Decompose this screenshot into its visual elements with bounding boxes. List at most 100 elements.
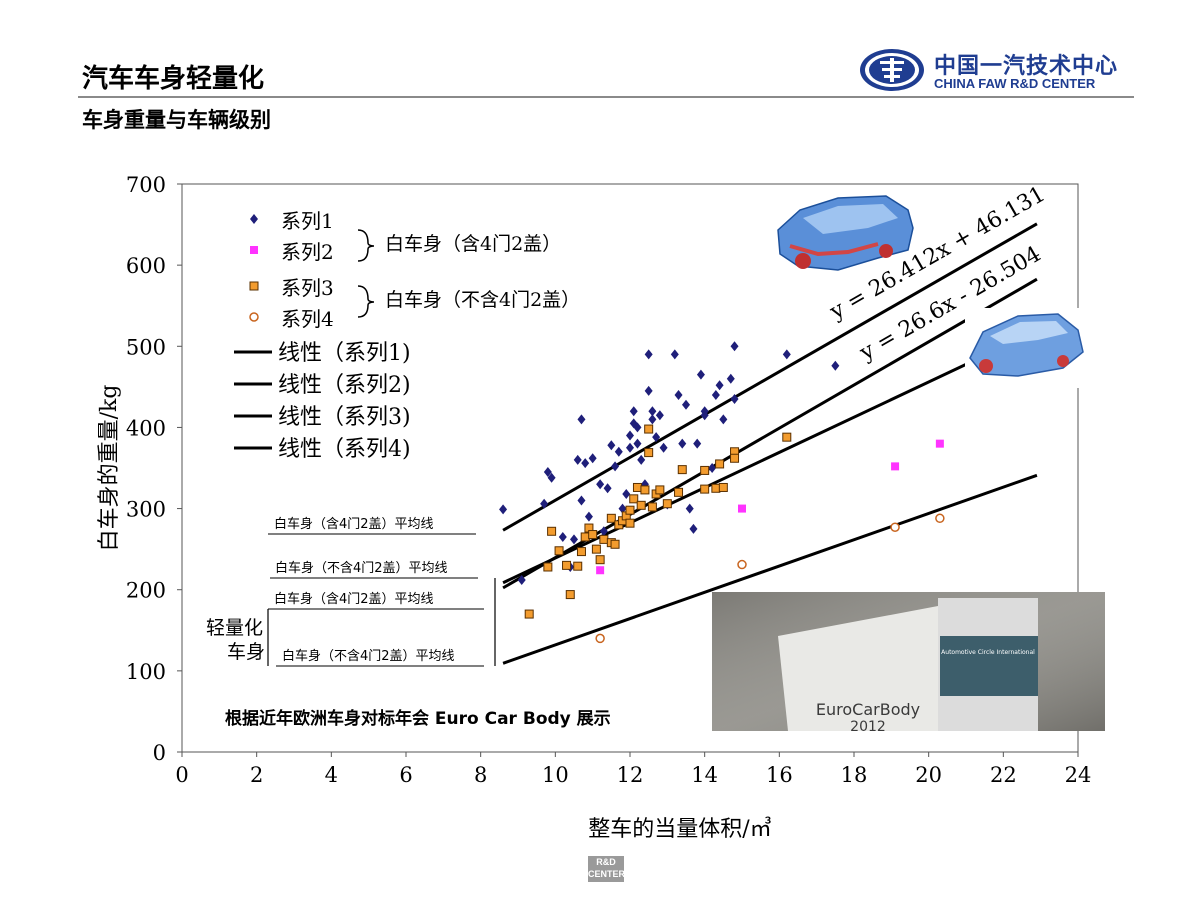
data-point-series3: [573, 561, 583, 571]
legend-line-label-series4: 线性（系列4): [278, 437, 411, 462]
data-point-series1: [693, 438, 702, 449]
average-line-annotations: 白车身（含4门2盖）平均线 白车身（不含4门2盖）平均线 白车身（含4门2盖）平…: [206, 516, 611, 729]
data-point-series3: [782, 432, 792, 442]
data-point-series3: [674, 487, 684, 497]
data-point-series3: [730, 453, 740, 463]
legend-brace-1: [357, 229, 375, 262]
y-axis-label: 白车身的重量/kg: [97, 385, 122, 552]
x-tick-label: 14: [691, 763, 718, 787]
data-point-series1: [540, 498, 549, 509]
chart-legend: 系列1 系列2 系列3 系列4 白车身（含4门2盖） 白车身（不含4门2盖） 线…: [234, 209, 580, 462]
data-point-series1: [689, 523, 698, 534]
data-point-series1: [708, 463, 717, 473]
x-tick-label: 22: [990, 763, 1017, 787]
data-point-series1: [648, 414, 657, 425]
data-point-series1: [644, 385, 653, 396]
data-point-series1: [719, 414, 728, 425]
data-point-series3: [718, 482, 728, 492]
faw-emblem-icon: [860, 49, 924, 91]
legend-entry-series4: 系列4: [249, 307, 334, 331]
header-divider: [78, 96, 1134, 98]
y-tick-label: 200: [126, 579, 166, 603]
x-tick-label: 16: [766, 763, 793, 787]
data-point-series3: [606, 513, 616, 523]
data-point-series3: [576, 547, 586, 557]
data-point-series2: [596, 566, 605, 575]
x-tick-label: 8: [474, 763, 487, 787]
data-point-series1: [626, 430, 634, 441]
x-tick-label: 4: [325, 763, 338, 787]
data-point-series1: [577, 495, 586, 506]
data-point-series1: [678, 438, 687, 449]
photo-text-year: 2012: [850, 719, 886, 735]
avg-line-label-1: 白车身（含4门2盖）平均线: [274, 516, 434, 532]
chart-panel: 0 2 4 6 8 10 12 14 16 18 20 22 24 0 100 200 300 400 500 600…: [78, 158, 1115, 858]
data-point-series1: [782, 349, 791, 360]
avg-line-label-4: 白车身（不含4门2盖）平均线: [282, 648, 455, 664]
data-point-series3: [554, 546, 564, 556]
data-point-series3: [715, 459, 725, 469]
data-point-series3: [591, 544, 601, 554]
data-point-series1: [577, 414, 586, 425]
footer-logo: R&D CENTER: [588, 856, 625, 882]
x-axis-label: 整车的当量体积/㎥: [588, 816, 771, 842]
data-point-series1: [614, 446, 623, 457]
data-point-series1: [629, 406, 638, 417]
data-point-series1: [611, 461, 620, 472]
data-point-series1: [543, 467, 552, 478]
data-point-series1: [652, 432, 661, 443]
data-point-series1: [633, 422, 642, 433]
x-tick-label: 2: [250, 763, 263, 787]
eurocarbody-photo: Automotive Circle International EuroCarB…: [712, 592, 1105, 735]
data-point-series1: [831, 360, 840, 371]
car-body-image-small: [965, 308, 1115, 388]
data-point-series1: [547, 472, 556, 483]
lightweight-label-2: 车身: [227, 641, 265, 663]
legend-line-label-series3: 线性（系列3): [278, 405, 411, 430]
data-point-series3: [595, 555, 605, 565]
data-point-series3: [580, 532, 590, 542]
x-tick-label: 10: [542, 763, 569, 787]
data-point-series1: [674, 389, 683, 400]
legend-line-label-series1: 线性（系列1): [278, 341, 411, 366]
data-point-series1: [581, 458, 590, 469]
lightweight-label-1: 轻量化: [206, 617, 263, 639]
data-point-series1: [607, 440, 616, 451]
data-point-series1: [655, 410, 664, 421]
x-tick-label: 18: [841, 763, 868, 787]
legend-line-series4: 线性（系列4): [234, 437, 411, 462]
x-tick-label: 6: [399, 763, 412, 787]
x-tick-label: 12: [617, 763, 644, 787]
logo-english: CHINA FAW R&D CENTER: [934, 76, 1096, 91]
y-tick-label: 500: [126, 335, 166, 359]
data-point-series3: [524, 609, 534, 619]
data-point-series1: [637, 454, 646, 465]
page-title: 汽车车身轻量化: [82, 64, 265, 94]
x-tick-label: 20: [915, 763, 942, 787]
trendline-series4: [502, 473, 1038, 665]
data-point-series1: [596, 479, 605, 490]
data-points: [499, 341, 945, 644]
y-tick-label: 600: [126, 254, 166, 278]
legend-line-label-series2: 线性（系列2): [278, 373, 411, 398]
data-point-series3: [632, 482, 642, 492]
x-tick-label: 0: [175, 763, 188, 787]
data-point-series3: [610, 539, 620, 549]
legend-label-series1: 系列1: [281, 209, 334, 233]
data-point-series1: [622, 488, 631, 499]
legend-label-series4: 系列4: [281, 307, 334, 331]
data-point-series1: [659, 442, 668, 453]
data-point-series3: [625, 505, 635, 515]
data-point-series4: [595, 633, 605, 644]
data-point-series1: [626, 442, 634, 453]
data-point-series1: [633, 438, 642, 449]
legend-entry-series1: 系列1: [250, 209, 334, 233]
legend-entry-series2: 系列2: [250, 240, 334, 264]
data-point-series1: [726, 373, 735, 384]
legend-label-series2: 系列2: [281, 240, 334, 264]
faw-logo: 中国一汽技术中心 CHINA FAW R&D CENTER: [858, 46, 1138, 96]
data-point-series3: [588, 530, 598, 540]
data-point-series3: [640, 485, 650, 495]
legend-line-series1: 线性（系列1): [234, 341, 411, 366]
data-point-series3: [711, 483, 721, 493]
